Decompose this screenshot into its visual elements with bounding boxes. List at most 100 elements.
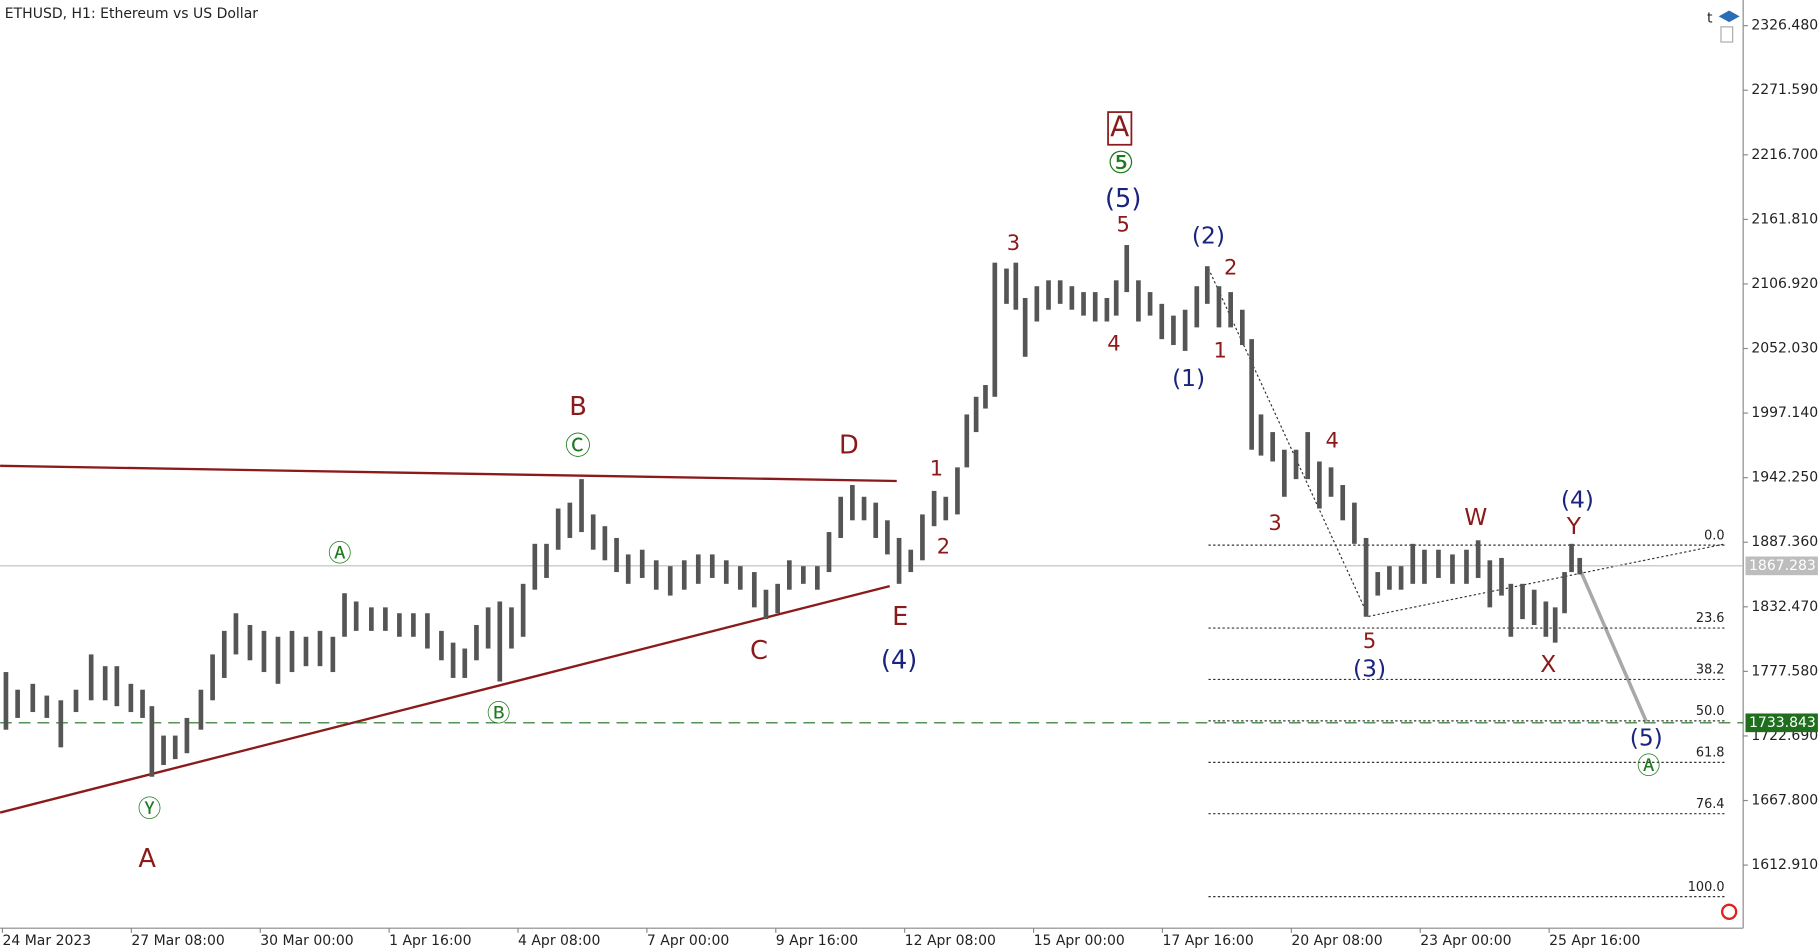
toolbar-icon — [1720, 26, 1734, 43]
price-bar — [497, 601, 503, 682]
price-bar — [1410, 543, 1416, 584]
price-bar — [330, 636, 336, 673]
wave-label: Ⓐ — [328, 539, 351, 567]
fib-label: 100.0 — [1688, 880, 1725, 895]
wave-label: 1 — [1213, 337, 1226, 362]
price-bar — [397, 613, 402, 637]
price-bar — [931, 490, 937, 527]
x-tick-label: 15 Apr 00:00 — [1034, 933, 1125, 948]
fib-label: 38.2 — [1696, 663, 1725, 678]
price-bar — [509, 607, 514, 649]
price-bar — [172, 735, 178, 760]
price-bar — [681, 560, 687, 590]
price-bar — [1340, 485, 1346, 521]
y-tick-label: 2052.030 — [1751, 341, 1818, 357]
price-bar — [1499, 557, 1504, 596]
price-bar — [1182, 309, 1188, 351]
wave-label: 5 — [1363, 628, 1376, 653]
toolbar-icon — [1718, 10, 1740, 23]
price-bar — [275, 636, 281, 684]
price-bar — [1317, 461, 1322, 509]
price-bar — [1436, 549, 1441, 578]
wave-label: A — [1110, 110, 1129, 143]
price-bar — [1475, 540, 1481, 578]
price-bar — [908, 549, 914, 573]
price-bar — [1239, 309, 1245, 346]
price-bar — [1270, 432, 1276, 462]
wave-label: W — [1464, 503, 1487, 531]
wave-label: (3) — [1353, 655, 1386, 683]
price-bar — [1398, 566, 1404, 590]
wave-label: X — [1540, 650, 1556, 678]
price-bar — [1464, 549, 1469, 584]
price-bar — [983, 385, 988, 409]
price-bar — [1216, 286, 1222, 328]
wave-label: A — [138, 844, 156, 874]
price-box-label: 1733.843 — [1749, 715, 1816, 731]
price-bar — [1249, 339, 1254, 450]
price-bar — [1520, 583, 1525, 620]
price-bar — [303, 636, 309, 667]
price-bar — [1159, 303, 1165, 340]
price-bar — [1081, 292, 1086, 316]
price-bar — [1136, 280, 1141, 322]
price-bar — [1487, 560, 1493, 608]
price-bar — [737, 566, 743, 590]
price-bar — [261, 630, 267, 673]
wave-label: (1) — [1172, 364, 1205, 392]
wave-label: Ⓨ — [138, 795, 161, 823]
price-bar — [775, 583, 780, 614]
wave-label: Ⓒ — [565, 432, 591, 462]
x-tick-label: 9 Apr 16:00 — [776, 933, 858, 948]
price-bar — [873, 502, 879, 538]
y-tick-label: 1667.800 — [1751, 793, 1818, 809]
price-bar — [763, 589, 769, 620]
y-tick-label: 2271.590 — [1751, 82, 1818, 98]
price-bar — [1543, 601, 1549, 637]
price-bar — [161, 735, 166, 765]
price-bar — [474, 625, 479, 661]
price-bar — [462, 648, 468, 678]
toolbar-label: t — [1707, 11, 1713, 27]
wave-label: 5 — [1117, 211, 1130, 236]
price-bar — [102, 666, 108, 701]
price-bar — [1194, 286, 1200, 328]
status-icon — [1720, 903, 1738, 920]
x-tick-label: 25 Apr 16:00 — [1549, 933, 1640, 948]
price-bar — [1171, 315, 1176, 346]
price-bar — [992, 262, 998, 397]
fib-label: 23.6 — [1696, 611, 1725, 626]
price-bar — [1046, 280, 1051, 310]
y-tick-label: 2326.480 — [1751, 18, 1818, 34]
wave-label: (4) — [1561, 485, 1594, 513]
price-bar — [425, 613, 430, 649]
price-bar — [1069, 286, 1075, 310]
price-bar — [1004, 268, 1009, 304]
wave-label: 3 — [1007, 230, 1020, 255]
x-tick-label: 17 Apr 16:00 — [1162, 933, 1253, 948]
price-bar — [1328, 467, 1334, 497]
price-bar — [383, 607, 388, 631]
price-bar — [1305, 432, 1311, 480]
price-bar — [30, 683, 36, 713]
y-tick-label: 1612.910 — [1751, 857, 1818, 873]
price-bar — [140, 689, 145, 718]
price-bar — [1092, 292, 1098, 322]
y-tick-label: 2216.700 — [1751, 147, 1818, 163]
wave-label: (4) — [881, 645, 917, 675]
wave-label: Ⓐ — [1637, 752, 1660, 780]
y-tick-label: 1942.250 — [1751, 470, 1818, 486]
trendline-lower — [0, 584, 891, 814]
price-bar — [1057, 280, 1063, 304]
price-bar — [602, 526, 608, 561]
wave-label: Y — [1566, 512, 1582, 540]
wave-label: Ⓑ — [487, 699, 510, 727]
wave-label: 3 — [1268, 510, 1281, 535]
wave-label: 2 — [1224, 255, 1237, 280]
price-bar — [1022, 297, 1028, 357]
fib-label: 61.8 — [1696, 746, 1725, 761]
price-bar — [826, 532, 832, 573]
price-bar — [1450, 554, 1455, 584]
